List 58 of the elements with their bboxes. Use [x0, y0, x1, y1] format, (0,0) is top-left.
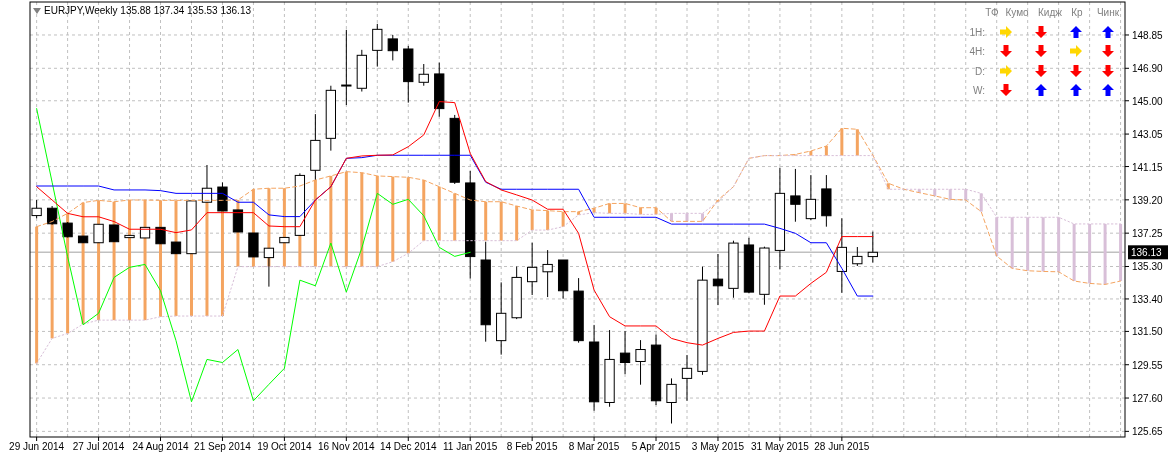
y-tick-label: 143.05 [1132, 129, 1164, 141]
line-series [36, 154, 874, 297]
candlestick [852, 246, 863, 267]
annotation: W: [972, 85, 985, 96]
candlestick [542, 249, 553, 298]
x-tick-label: 21 Sep 2014 [194, 441, 252, 452]
y-tick-label: 139.20 [1132, 194, 1164, 206]
candlestick [217, 181, 228, 212]
candlestick [666, 377, 677, 424]
candlestick [387, 34, 398, 61]
y-tick-label: 129.55 [1132, 359, 1164, 371]
line-series [36, 108, 471, 403]
x-tick-label: 14 Dec 2014 [379, 441, 438, 452]
candlestick [93, 223, 104, 244]
line-series [36, 101, 874, 346]
candlestick [790, 168, 801, 223]
y-tick-label: 148.85 [1132, 29, 1164, 41]
x-tick-label: 29 Jun 2014 [9, 441, 65, 452]
annotation: 4H: [969, 46, 985, 57]
candlestick [341, 29, 352, 106]
annotation: Кумо [1005, 7, 1030, 18]
y-tick-label: 125.65 [1132, 426, 1164, 438]
annotation: D: [975, 66, 985, 77]
candlestick [712, 253, 724, 306]
candlestick [681, 354, 693, 402]
candlestick [619, 330, 631, 375]
x-tick-label: 5 Apr 2015 [631, 441, 681, 452]
x-tick-label: 27 Jul 2014 [72, 441, 125, 452]
y-tick-label: 145.00 [1132, 95, 1164, 107]
y-tick-label: 141.15 [1132, 161, 1164, 173]
annotation: 1H: [969, 27, 985, 38]
ref-line-label: 136.13 [1131, 247, 1163, 259]
y-tick-label: 127.60 [1132, 393, 1164, 405]
annotation: Кидж [1038, 7, 1063, 18]
chart-title: EURJPY,Weekly 135.88 137.34 135.53 136.13 [44, 5, 252, 16]
candlestick [372, 23, 383, 68]
candlestick [805, 174, 817, 221]
y-tick-label: 135.30 [1132, 261, 1164, 273]
annotation: Чинк [1096, 7, 1120, 18]
x-tick-label: 28 Jun 2015 [814, 441, 870, 452]
x-tick-label: 8 Mar 2015 [568, 441, 620, 452]
y-tick-label: 137.25 [1132, 228, 1164, 240]
y-tick-label: 131.50 [1132, 326, 1164, 338]
x-tick-label: 3 May 2015 [691, 441, 745, 452]
y-tick-label: 133.40 [1132, 293, 1164, 305]
candlestick [418, 63, 429, 87]
annotation: ТФ [985, 7, 1000, 18]
candlestick [527, 242, 538, 296]
x-tick-label: 31 May 2015 [751, 441, 810, 452]
x-tick-label: 8 Feb 2015 [506, 441, 558, 452]
annotation: Кр [1071, 7, 1084, 18]
candlestick [867, 231, 878, 264]
x-tick-label: 24 Aug 2014 [132, 441, 190, 452]
x-tick-label: 11 Jan 2015 [443, 441, 498, 452]
candlestick [635, 339, 646, 386]
y-tick-label: 146.90 [1132, 63, 1164, 75]
x-tick-label: 19 Oct 2014 [257, 441, 313, 452]
x-tick-label: 16 Nov 2014 [317, 441, 376, 452]
